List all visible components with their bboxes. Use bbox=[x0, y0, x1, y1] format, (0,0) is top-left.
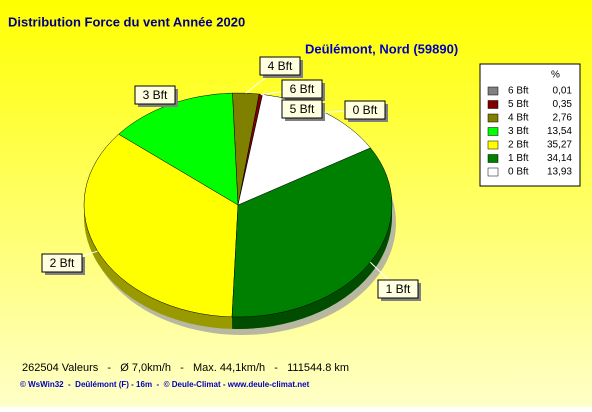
legend-label: 0 Bft bbox=[508, 167, 529, 178]
label-box bbox=[259, 56, 301, 76]
slice-label: 4 Bft bbox=[268, 59, 293, 73]
chart-title: Distribution Force du vent Année 2020 bbox=[8, 14, 245, 29]
slice-label: 1 Bft bbox=[386, 282, 411, 296]
legend-swatch bbox=[487, 86, 499, 96]
slice-label: 3 Bft bbox=[143, 88, 168, 102]
legend-swatch bbox=[487, 113, 499, 123]
legend-label: 4 Bft bbox=[508, 113, 529, 124]
legend-value: 13,93 bbox=[547, 167, 572, 178]
legend-swatch bbox=[487, 167, 499, 177]
label-box bbox=[41, 253, 83, 273]
slice bbox=[83, 133, 239, 318]
legend-swatch bbox=[487, 127, 499, 136]
legend-label: 1 Bft bbox=[508, 153, 529, 164]
legend-value: 0,35 bbox=[553, 99, 573, 110]
legend-label: 3 Bft bbox=[508, 126, 529, 137]
slice-label: 5 Bft bbox=[290, 102, 315, 116]
legend-value: 35,27 bbox=[547, 140, 572, 151]
credit: © WsWin32 - Deûlémont (F) - 16m - © Deul… bbox=[20, 380, 310, 389]
slice-label: 2 Bft bbox=[50, 256, 75, 270]
legend-header: % bbox=[551, 70, 560, 81]
legend-value: 2,76 bbox=[553, 113, 573, 124]
label-box bbox=[134, 85, 176, 105]
label-box bbox=[344, 100, 386, 120]
chart-subtitle: Deülémont, Nord (59890) bbox=[305, 41, 458, 56]
label-box bbox=[281, 99, 323, 119]
footer: 262504 Valeurs - Ø 7,0km/h - Max. 44,1km… bbox=[22, 362, 349, 374]
legend-swatch bbox=[487, 140, 499, 150]
slice-label: 6 Bft bbox=[290, 82, 315, 96]
legend-box bbox=[479, 63, 581, 187]
label-box bbox=[281, 79, 323, 99]
slice-label: 0 Bft bbox=[353, 103, 378, 117]
legend-label: 6 Bft bbox=[508, 86, 529, 97]
legend-value: 34,14 bbox=[547, 153, 572, 164]
legend-value: 0,01 bbox=[553, 86, 573, 97]
label-box bbox=[377, 279, 419, 299]
legend-swatch bbox=[487, 154, 499, 163]
legend-label: 2 Bft bbox=[508, 140, 529, 151]
legend-swatch bbox=[487, 100, 499, 109]
legend-value: 13,54 bbox=[547, 126, 572, 137]
legend-label: 5 Bft bbox=[508, 99, 529, 110]
slice bbox=[231, 147, 393, 318]
